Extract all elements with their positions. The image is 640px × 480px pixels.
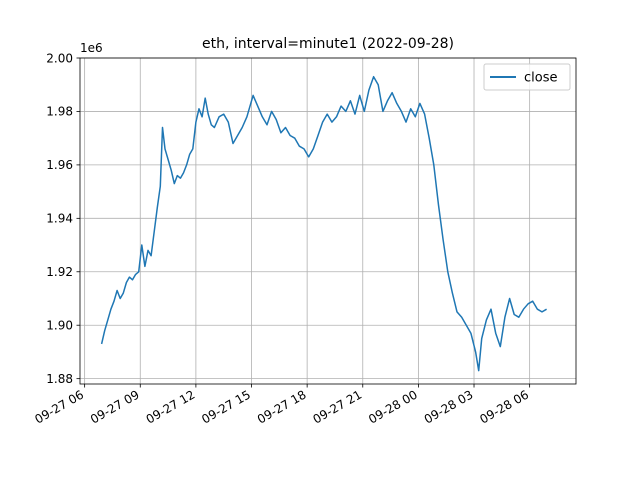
y-tick-label: 1.88 — [46, 372, 73, 386]
legend: close — [483, 63, 571, 91]
y-tick-label: 1.96 — [46, 158, 73, 172]
y-axis-scale-note: 1e6 — [80, 41, 103, 55]
chart-title: eth, interval=minute1 (2022-09-28) — [202, 36, 454, 52]
legend-label-close: close — [524, 71, 557, 86]
y-tick-label: 1.98 — [46, 105, 73, 119]
series-layer — [100, 75, 547, 372]
y-tick-label: 1.90 — [46, 319, 73, 333]
legend-box — [483, 63, 571, 91]
y-tick-label: 1.94 — [46, 212, 73, 226]
y-tick-label: 1.92 — [46, 265, 73, 279]
y-tick-label: 2.00 — [46, 51, 73, 65]
plot-frame — [79, 57, 577, 385]
y-axis: 1.88 1.90 1.92 1.94 1.96 1.98 2.00 — [46, 51, 80, 386]
series-close-line — [100, 75, 547, 372]
gridlines — [80, 57, 576, 384]
